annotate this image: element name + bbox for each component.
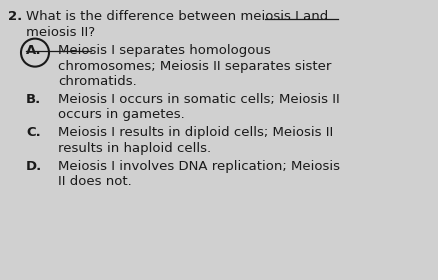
Text: chromatids.: chromatids. (58, 75, 137, 88)
Text: results in haploid cells.: results in haploid cells. (58, 142, 211, 155)
Text: meiosis II?: meiosis II? (26, 25, 95, 39)
Text: occurs in gametes.: occurs in gametes. (58, 108, 185, 122)
Text: II does not.: II does not. (58, 175, 132, 188)
Text: A.: A. (26, 44, 42, 57)
Text: D.: D. (26, 160, 42, 172)
Text: B.: B. (26, 93, 41, 106)
Text: What is the difference between meiosis I and: What is the difference between meiosis I… (26, 10, 328, 23)
Text: Meiosis I results in diploid cells; Meiosis II: Meiosis I results in diploid cells; Meio… (58, 126, 333, 139)
Text: Meiosis I occurs in somatic cells; Meiosis II: Meiosis I occurs in somatic cells; Meios… (58, 93, 340, 106)
Text: C.: C. (26, 126, 41, 139)
Text: Meiosis I separates homologous: Meiosis I separates homologous (58, 44, 271, 57)
Text: 2.: 2. (8, 10, 22, 23)
Text: chromosomes; Meiosis II separates sister: chromosomes; Meiosis II separates sister (58, 60, 332, 73)
Text: Meiosis I involves DNA replication; Meiosis: Meiosis I involves DNA replication; Meio… (58, 160, 340, 172)
